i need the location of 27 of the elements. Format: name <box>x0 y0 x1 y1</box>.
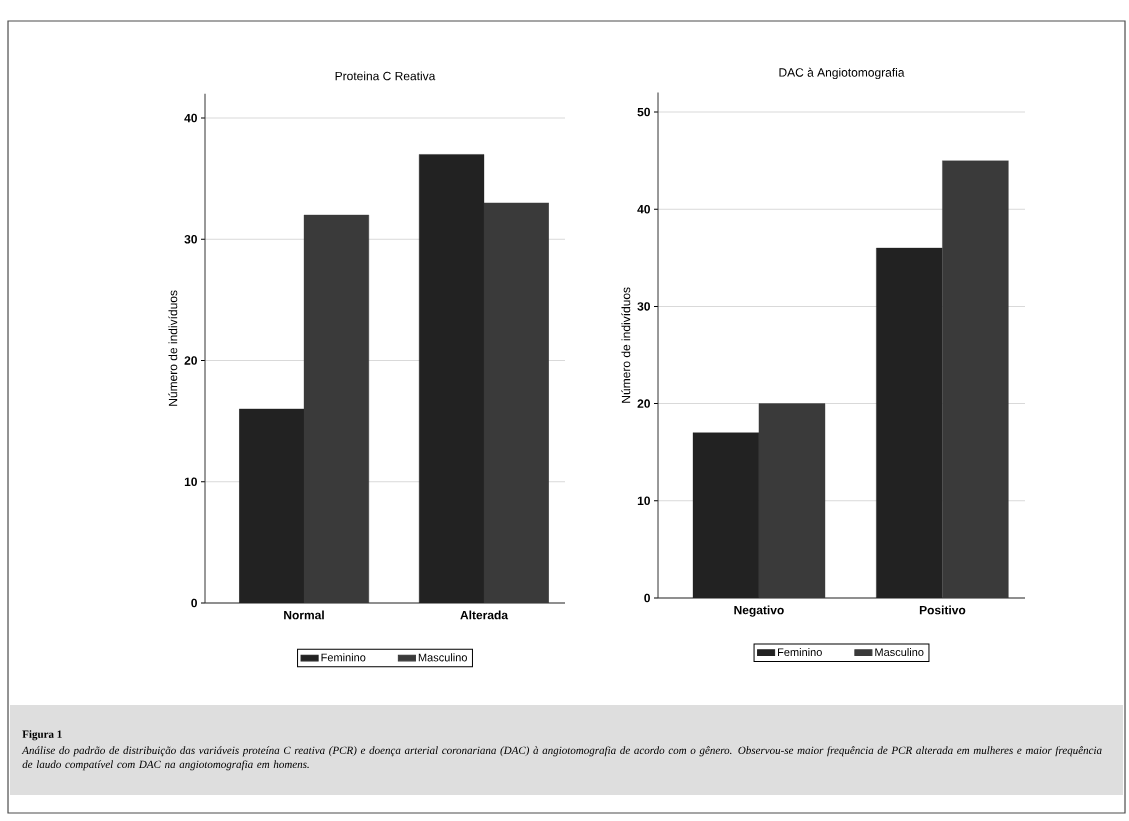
legend-label: Feminino <box>778 647 822 657</box>
x-tick-label: Alterada <box>460 610 509 620</box>
y-tick-label: 40 <box>637 204 650 214</box>
text: Figura 1 <box>22 730 62 741</box>
y-tick-label: 40 <box>184 113 197 123</box>
y-axis-title: Número de indivíduos <box>621 287 631 403</box>
y-tick-label: 10 <box>184 477 197 486</box>
legend-label: Masculino <box>418 653 467 662</box>
y-tick-label: 10 <box>637 496 650 506</box>
y-tick-label: 50 <box>637 107 650 117</box>
x-tick-label: Positivo <box>919 605 966 615</box>
legend-label: Feminino <box>321 653 366 662</box>
chart-title: DAC à Angiotomografia <box>779 67 905 80</box>
text: Análise do padrão de distribuição das variáveis proteína C reativa (PCR) e doença arterial coronariana (DAC) à angiotomografia de acordo com o gênero. Observou-se maior frequência de PCR alterada em mulheres e maior frequência de laudo compatível com DAC na angiotomografia em homens. <box>21 746 1102 771</box>
x-tick-label: Negativo <box>734 605 784 617</box>
y-tick-label: 30 <box>184 235 197 244</box>
y-tick-label: 20 <box>637 399 650 408</box>
y-tick-label: 20 <box>184 356 197 365</box>
y-tick-label: 0 <box>191 598 197 608</box>
y-tick-label: 30 <box>637 302 650 311</box>
bar <box>419 154 485 603</box>
y-axis-title: Número de indivíduos <box>168 290 178 406</box>
x-tick-label: Normal <box>284 610 324 620</box>
y-tick-label: 0 <box>644 593 650 603</box>
bar <box>239 408 305 603</box>
legend-label: Masculino <box>875 647 924 657</box>
chart-title: Proteina C Reativa <box>335 71 436 81</box>
